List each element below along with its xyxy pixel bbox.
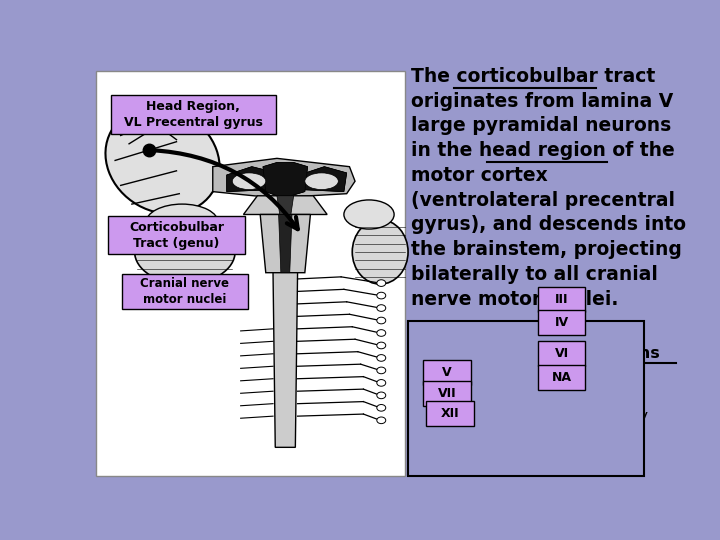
Ellipse shape — [145, 204, 218, 241]
Circle shape — [377, 317, 386, 324]
Polygon shape — [243, 196, 327, 214]
Circle shape — [377, 392, 386, 399]
FancyBboxPatch shape — [96, 71, 405, 476]
Circle shape — [377, 380, 386, 386]
Ellipse shape — [135, 220, 235, 284]
Ellipse shape — [105, 107, 220, 214]
FancyBboxPatch shape — [426, 401, 474, 426]
FancyBboxPatch shape — [423, 360, 471, 385]
FancyBboxPatch shape — [108, 216, 245, 254]
FancyBboxPatch shape — [111, 95, 276, 134]
Text: Cranial nerve
motor nuclei: Cranial nerve motor nuclei — [140, 277, 230, 306]
FancyBboxPatch shape — [423, 381, 471, 406]
FancyBboxPatch shape — [538, 287, 585, 312]
Polygon shape — [213, 158, 355, 198]
Text: VI: VI — [554, 347, 569, 360]
Text: XII: XII — [441, 407, 459, 420]
Circle shape — [377, 280, 386, 286]
Polygon shape — [227, 167, 277, 192]
Polygon shape — [279, 214, 292, 273]
FancyBboxPatch shape — [538, 310, 585, 335]
Circle shape — [377, 355, 386, 361]
FancyBboxPatch shape — [122, 274, 248, 309]
Ellipse shape — [305, 173, 338, 190]
Ellipse shape — [344, 200, 394, 229]
Circle shape — [377, 292, 386, 299]
Polygon shape — [263, 163, 307, 196]
Circle shape — [377, 305, 386, 312]
Text: IV: IV — [554, 316, 569, 329]
FancyBboxPatch shape — [538, 341, 585, 366]
Circle shape — [377, 367, 386, 374]
Text: V: V — [442, 366, 452, 379]
Polygon shape — [277, 196, 294, 214]
Text: VII: VII — [438, 387, 456, 400]
Circle shape — [377, 329, 386, 336]
Polygon shape — [300, 167, 347, 192]
Ellipse shape — [352, 220, 408, 284]
Text: Head Region,
VL Precentral gyrus: Head Region, VL Precentral gyrus — [124, 100, 263, 129]
Polygon shape — [300, 167, 347, 192]
Text: Corticobulbar
Tract (genu): Corticobulbar Tract (genu) — [129, 221, 224, 250]
FancyBboxPatch shape — [538, 365, 585, 390]
Polygon shape — [260, 214, 310, 273]
Polygon shape — [263, 163, 307, 196]
FancyBboxPatch shape — [408, 321, 644, 476]
Ellipse shape — [233, 173, 266, 190]
Circle shape — [377, 417, 386, 424]
Polygon shape — [273, 273, 297, 447]
Text: III: III — [554, 293, 568, 306]
Text: NA: NA — [552, 371, 572, 384]
Polygon shape — [227, 167, 277, 192]
Circle shape — [377, 404, 386, 411]
Circle shape — [377, 342, 386, 349]
